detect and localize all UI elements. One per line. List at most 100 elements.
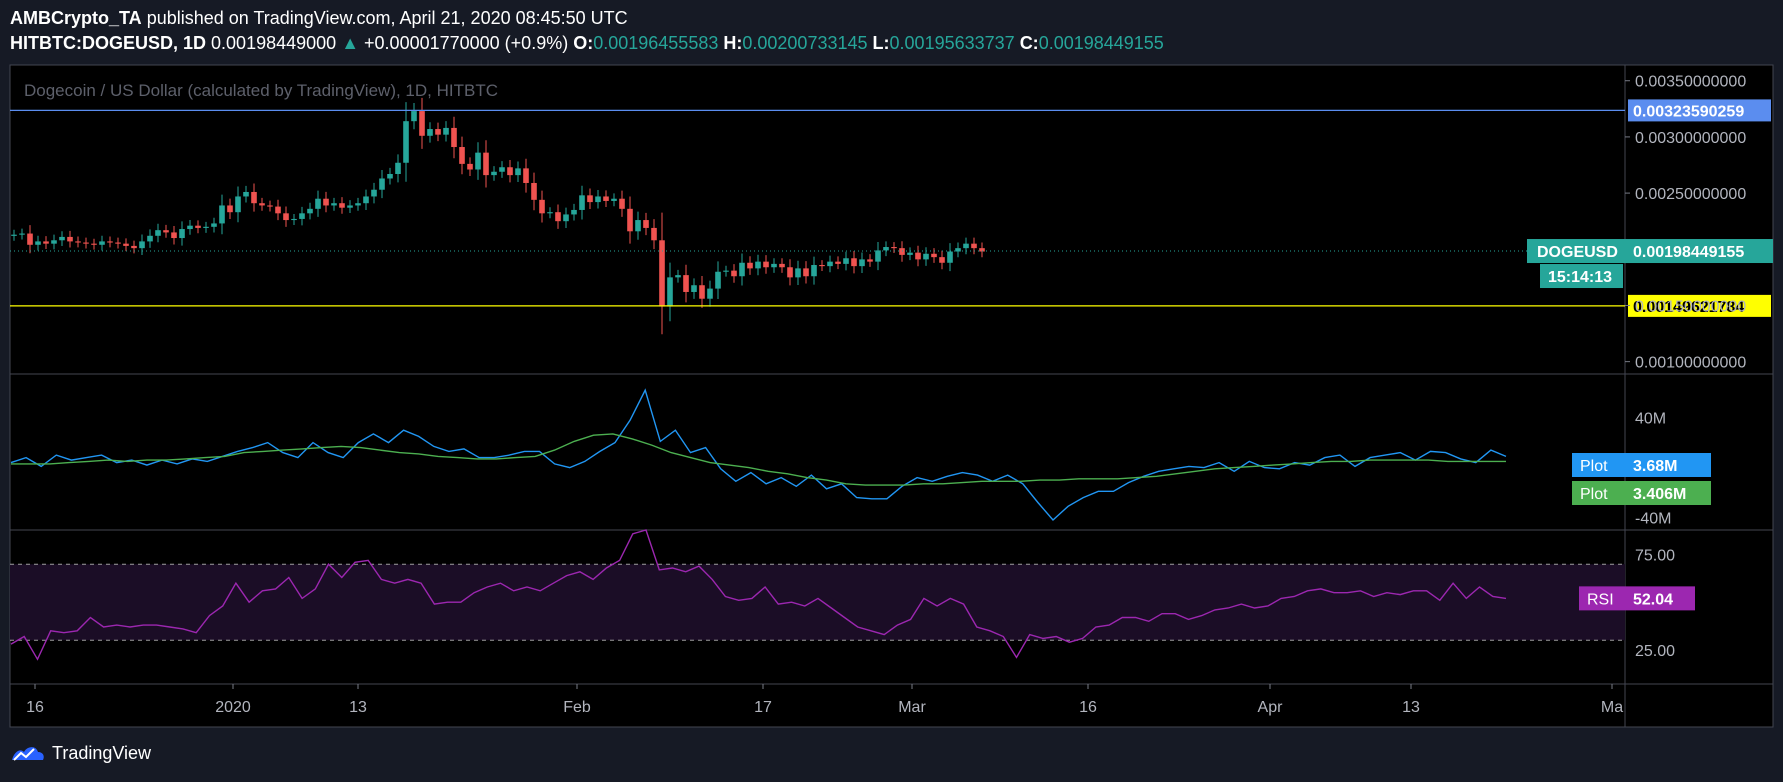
candle [387, 173, 393, 179]
candle [59, 236, 65, 241]
price-tick-label: 0.00350000000 [1635, 74, 1746, 91]
candle [323, 198, 329, 206]
candle [227, 205, 233, 213]
candle [203, 226, 209, 228]
candle [507, 167, 513, 176]
candle [123, 243, 129, 246]
oscillator-series-line [11, 433, 1506, 486]
rsi-tick-label: 75.00 [1635, 548, 1675, 565]
candle [427, 129, 433, 136]
candle [827, 261, 833, 267]
candle [523, 168, 529, 183]
tradingview-logo-icon [12, 747, 44, 761]
candle [499, 167, 505, 172]
rsi-legend-value: 52.04 [1633, 591, 1673, 608]
candle [595, 196, 601, 203]
candle [907, 252, 913, 255]
time-tick-label: 13 [1402, 699, 1420, 716]
candle [179, 229, 185, 239]
candle [787, 267, 793, 278]
oscillator-legend-value: 3.406M [1633, 486, 1686, 503]
candle [619, 198, 625, 209]
candle [803, 268, 809, 277]
candle [115, 242, 121, 244]
candle [99, 241, 105, 245]
high-value: 0.00200733145 [742, 33, 868, 53]
candle [107, 241, 113, 243]
candle [91, 243, 97, 245]
candle [315, 198, 321, 209]
candle [947, 251, 953, 263]
price-tick-label: 0.00250000000 [1635, 186, 1746, 203]
chart-title: Dogecoin / US Dollar (calculated by Trad… [24, 81, 498, 100]
candle [859, 259, 865, 267]
candle [171, 232, 177, 239]
candle [211, 223, 217, 227]
candle [915, 252, 921, 260]
candle [491, 171, 497, 176]
time-tick-label: 2020 [215, 699, 251, 716]
change-value: +0.00001770000 (+0.9%) [364, 33, 569, 53]
candle [795, 268, 801, 278]
candle [563, 214, 569, 222]
price-tick-label: 0.00300000000 [1635, 130, 1746, 147]
candle [371, 189, 377, 197]
last-price-label: 0.00198449155 [1633, 244, 1744, 261]
candle [235, 196, 241, 213]
candle [691, 285, 697, 292]
candle [131, 245, 137, 249]
candle [643, 220, 649, 228]
time-tick-label: 13 [349, 699, 367, 716]
candle [963, 243, 969, 249]
low-value: 0.00195633737 [889, 33, 1015, 53]
candle [187, 225, 193, 230]
candle [291, 218, 297, 221]
candle [531, 182, 537, 200]
candle [475, 152, 481, 170]
candle [651, 227, 657, 241]
open-label: O: [573, 33, 594, 53]
oscillator-legend-value: 3.68M [1633, 458, 1677, 475]
candle [299, 213, 305, 219]
candle [155, 230, 161, 236]
candle [931, 253, 937, 258]
author-name[interactable]: AMBCrypto_TA [10, 8, 142, 28]
oscillator-tick-label: 40M [1635, 411, 1666, 428]
level-label: 0.00149621784 [1633, 299, 1744, 316]
time-tick-label: Ma [1601, 699, 1623, 716]
oscillator-legend-tag [1572, 481, 1711, 505]
candle [339, 203, 345, 208]
ohlc-line: HITBTC:DOGEUSD, 1D 0.00198449000 ▲ +0.00… [10, 33, 1164, 54]
candle [667, 277, 673, 307]
candle [355, 203, 361, 206]
candle [195, 225, 201, 228]
candle [707, 288, 713, 299]
candle [555, 212, 561, 222]
candle [819, 265, 825, 267]
candle [923, 253, 929, 260]
candle [75, 241, 81, 243]
candle [403, 121, 409, 163]
candle [419, 111, 425, 136]
candle [139, 241, 145, 249]
candle [675, 275, 681, 278]
candle [603, 196, 609, 201]
low-label: L: [872, 33, 890, 53]
close-label: C: [1019, 33, 1039, 53]
candle [43, 241, 49, 244]
candle [939, 257, 945, 263]
last-value: 0.00198449000 [211, 33, 337, 53]
rsi-line [10, 529, 1507, 661]
candle [547, 212, 553, 214]
published-text: published on TradingView.com, April 21, … [146, 8, 628, 28]
candle [891, 247, 897, 249]
candle [699, 285, 705, 299]
candle [459, 147, 465, 164]
candle [811, 265, 817, 277]
candle [515, 168, 521, 176]
time-tick-label: 16 [1079, 699, 1097, 716]
footer-brand-text[interactable]: TradingView [52, 742, 152, 763]
candle [219, 205, 225, 224]
candle [51, 240, 57, 244]
